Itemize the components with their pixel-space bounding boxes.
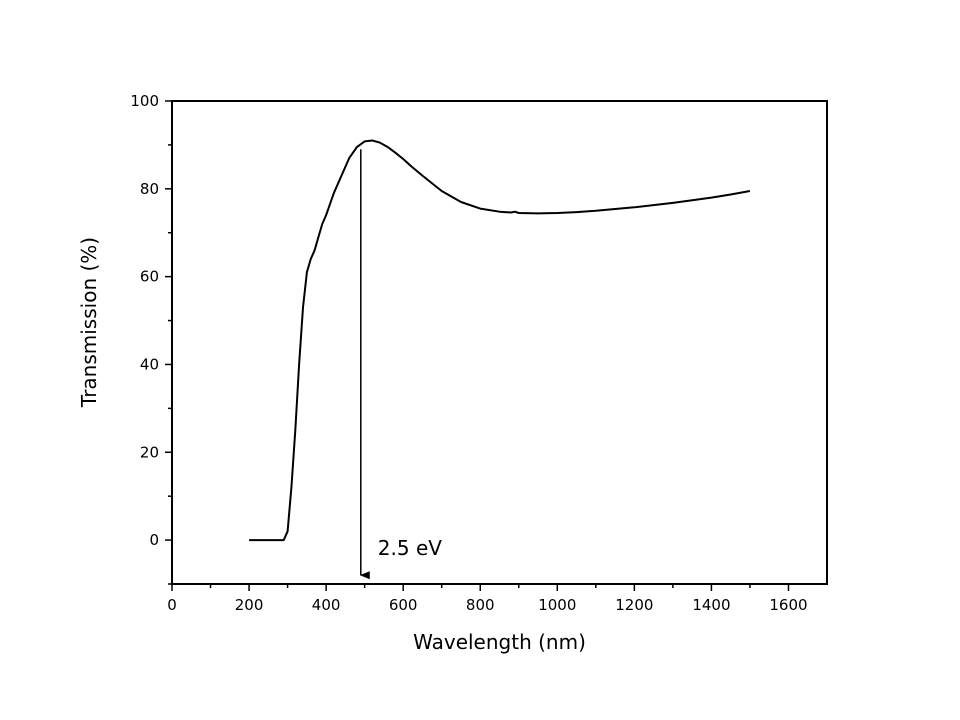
y-tick-label: 100 <box>130 92 159 110</box>
y-tick-label: 60 <box>140 268 159 286</box>
x-axis-label: Wavelength (nm) <box>413 630 586 654</box>
y-tick-label: 0 <box>149 531 159 549</box>
x-tick-label: 1200 <box>615 596 653 614</box>
annotation-label: 2.5 eV <box>378 536 442 560</box>
plot-frame <box>171 100 828 585</box>
y-tick-label: 20 <box>140 443 159 461</box>
series-line-0 <box>249 139 751 542</box>
x-tick-label: 400 <box>312 596 341 614</box>
annotation-layer: 2.5 eV <box>359 149 442 580</box>
x-tick-label: 200 <box>235 596 264 614</box>
series-layer <box>249 139 751 542</box>
y-tick-label: 80 <box>140 180 159 198</box>
x-tick-label: 1000 <box>538 596 576 614</box>
x-tick-label: 1400 <box>692 596 730 614</box>
x-tick-label: 800 <box>466 596 495 614</box>
x-tick-label: 1600 <box>769 596 807 614</box>
y-axis-label: Transmission (%) <box>77 237 101 408</box>
x-tick-label: 0 <box>167 596 177 614</box>
y-tick-label: 40 <box>140 355 159 373</box>
ticks-layer: 0 200 400 600 800 1000 1200 1400 1600 0 20 40 60 80 10… <box>130 92 807 614</box>
x-tick-label: 600 <box>389 596 418 614</box>
